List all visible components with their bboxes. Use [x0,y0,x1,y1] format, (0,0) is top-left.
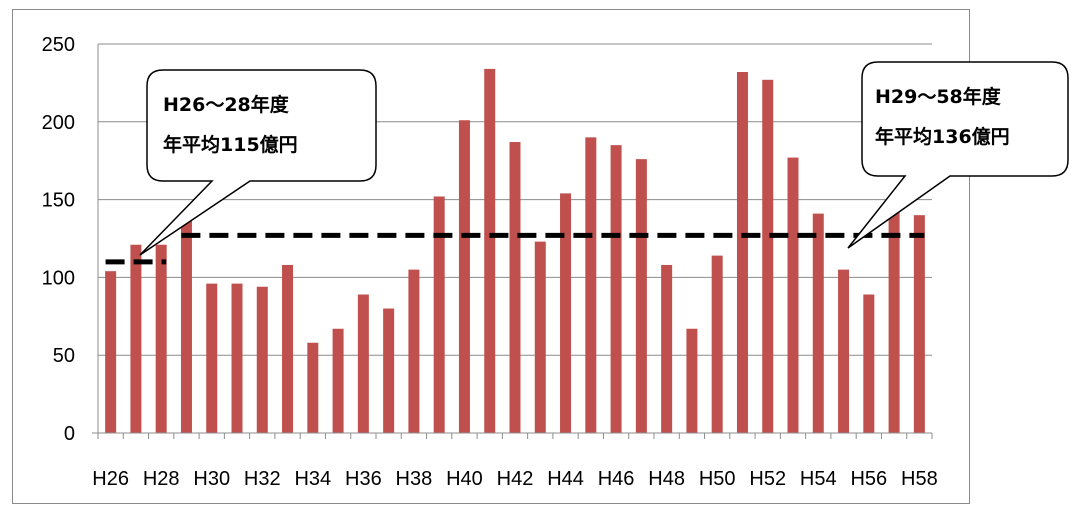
y-tick-label: 250 [42,34,75,56]
bar-H56 [863,294,875,433]
callout-line1: H29～58年度 [875,85,1002,108]
x-tick-label: H32 [244,468,281,490]
bar-H26 [105,271,117,433]
callout-bubble [139,69,377,256]
bar-H50 [711,255,723,433]
x-tick-label: H28 [143,468,180,490]
bar-H31 [231,283,243,433]
y-tick-label: 0 [64,423,75,445]
bar-H53 [787,157,799,433]
x-tick-label: H44 [547,468,584,490]
y-tick-label: 100 [42,267,75,289]
bar-H48 [661,264,673,433]
bar-H40 [458,120,470,433]
bars [105,68,925,434]
callout-bubble [847,61,1069,249]
bar-H57 [888,212,900,433]
callout-line1: H26～28年度 [163,93,290,116]
y-tick-label: 150 [42,190,75,212]
x-tick-label: H48 [648,468,685,490]
bar-H30 [206,283,218,433]
bar-H38 [408,269,420,433]
axes: 0 50 100 150 200 250 H26 H28 H30 H32 H34 H36 H38 H40 H… [42,34,938,490]
bar-H49 [686,328,698,433]
bar-H27 [130,244,142,433]
bar-H52 [762,79,774,434]
x-tick-label: H54 [800,468,837,490]
bar-H36 [357,294,369,433]
y-tick-label: 200 [42,112,75,134]
x-tick-label: H36 [345,468,382,490]
bar-H32 [256,286,268,433]
x-tick-label: H42 [497,468,534,490]
bar-H37 [383,308,395,433]
average-lines [105,232,925,265]
x-tick-label: H34 [294,468,331,490]
x-tick-label: H58 [901,468,938,490]
x-tick-label: H56 [850,468,887,490]
callout-line2: 年平均115億円 [163,133,298,156]
bar-H43 [534,241,546,433]
bar-H58 [913,215,925,433]
bar-H51 [736,72,748,434]
bar-H33 [282,264,294,433]
bar-H47 [635,159,647,434]
callout-h29-h58: H29～58年度 年平均136億円 [847,61,1069,249]
x-tick-label: H50 [699,468,736,490]
callout-line2: 年平均136億円 [875,125,1010,148]
bar-H44 [560,193,572,433]
bar-H54 [812,213,824,433]
bar-H45 [585,137,597,434]
bar-H55 [838,269,850,433]
bar-H42 [509,142,521,433]
bar-H39 [433,196,445,433]
x-tick-label: H52 [749,468,786,490]
bar-H46 [610,145,622,433]
x-tick-label: H26 [92,468,129,490]
x-tick-label: H38 [396,468,433,490]
bar-H34 [307,342,319,433]
x-tick-label: H30 [193,468,230,490]
bar-H29 [180,216,192,433]
y-tick-label: 50 [53,345,75,367]
bar-H28 [155,244,167,433]
x-tick-label: H40 [446,468,483,490]
callout-h26-h28: H26～28年度 年平均115億円 [139,69,377,256]
x-tick-label: H46 [598,468,635,490]
bar-H35 [332,328,344,433]
bar-H41 [484,68,496,433]
